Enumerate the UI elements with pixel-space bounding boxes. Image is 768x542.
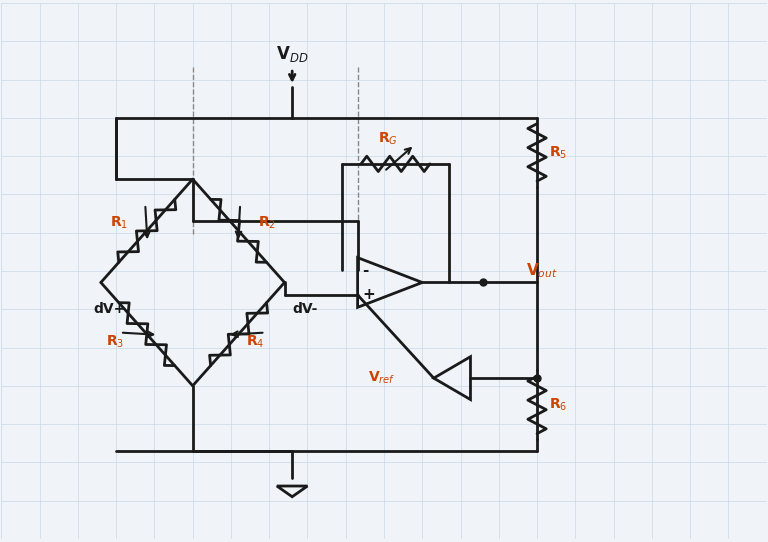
- Text: R$_G$: R$_G$: [378, 131, 398, 147]
- Text: R$_5$: R$_5$: [548, 144, 567, 160]
- Text: V$_{DD}$: V$_{DD}$: [276, 44, 309, 64]
- Text: R$_6$: R$_6$: [548, 397, 567, 413]
- Text: dV+: dV+: [93, 301, 125, 315]
- Text: R$_2$: R$_2$: [258, 215, 276, 231]
- Text: V$_{ref}$: V$_{ref}$: [368, 370, 396, 386]
- Text: R$_3$: R$_3$: [106, 333, 124, 350]
- Text: dV-: dV-: [292, 301, 317, 315]
- Text: R$_1$: R$_1$: [110, 215, 127, 231]
- Text: V$_{out}$: V$_{out}$: [525, 262, 558, 280]
- Text: -: -: [362, 262, 369, 278]
- Text: +: +: [362, 287, 375, 302]
- Text: R$_4$: R$_4$: [247, 333, 265, 350]
